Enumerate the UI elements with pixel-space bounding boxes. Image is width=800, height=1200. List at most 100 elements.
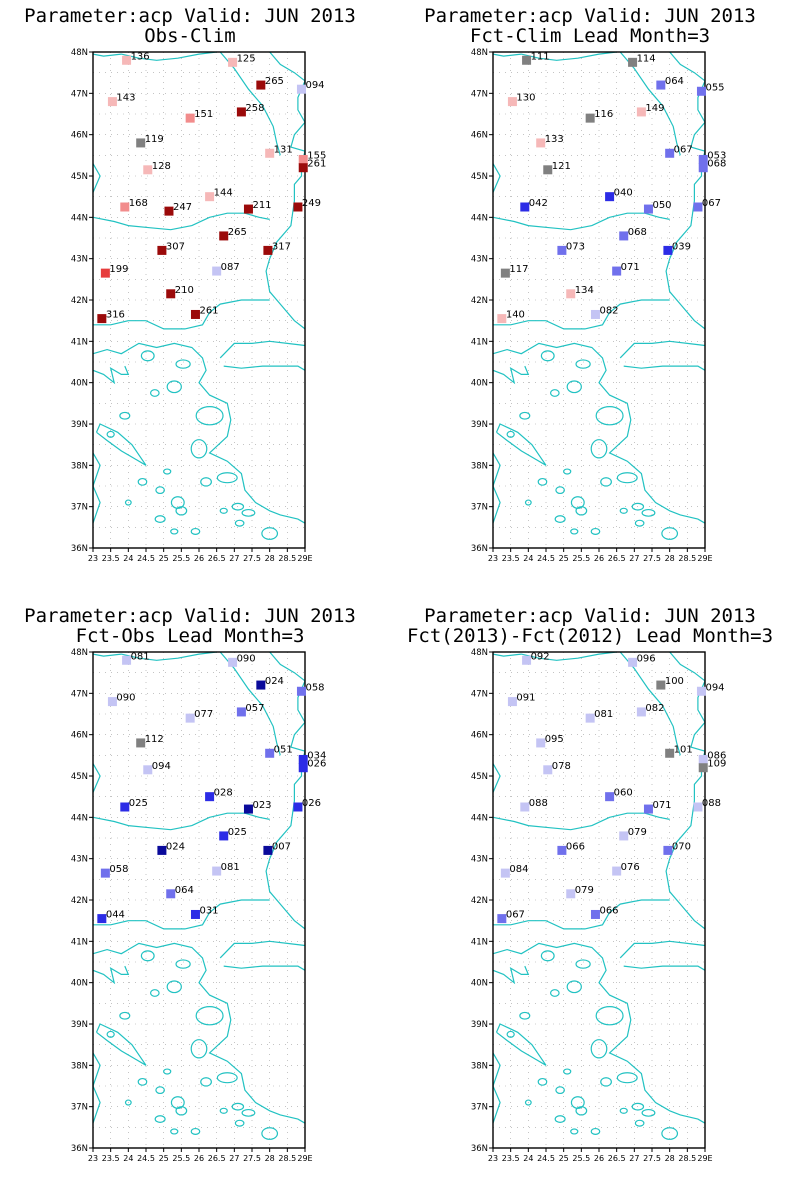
station-marker [585, 113, 595, 123]
lat-tick-label: 38N [71, 1061, 88, 1071]
lon-tick-label: 23 [88, 1154, 98, 1163]
lat-tick-label: 41N [471, 337, 488, 347]
station-value-label: 025 [228, 827, 247, 838]
lat-tick-label: 40N [71, 979, 88, 989]
station-value-label: 091 [516, 693, 535, 704]
station-value-label: 140 [506, 310, 525, 321]
station-marker [557, 845, 567, 855]
lon-tick-label: 26 [194, 1154, 204, 1163]
coastline [623, 365, 706, 371]
island-outline [524, 1099, 532, 1106]
station-marker [166, 289, 176, 299]
station-marker [585, 713, 595, 723]
island-outline [195, 1006, 224, 1026]
island-outline [166, 980, 182, 994]
coastline [492, 212, 670, 231]
station-value-label: 057 [245, 703, 264, 714]
island-outline [641, 508, 656, 517]
station-value-label: 058 [305, 682, 324, 693]
station-value-label: 068 [628, 227, 647, 238]
lat-tick-label: 44N [471, 213, 488, 223]
coastline [492, 365, 530, 385]
station-marker [212, 266, 222, 276]
lat-tick-label: 39N [71, 420, 88, 430]
station-marker [143, 765, 153, 775]
station-value-label: 055 [705, 82, 724, 93]
station-value-label: 151 [194, 109, 213, 120]
lat-tick-label: 36N [471, 1144, 488, 1154]
station-marker [665, 748, 675, 758]
station-marker [543, 765, 553, 775]
island-outline [190, 1127, 201, 1135]
station-value-label: 073 [566, 241, 585, 252]
station-value-label: 119 [145, 134, 164, 145]
island-outline [616, 1072, 638, 1084]
lat-tick-label: 43N [471, 255, 488, 265]
station-value-label: 044 [106, 910, 125, 921]
station-marker [665, 148, 675, 158]
lon-tick-label: 24.5 [137, 554, 155, 563]
station-marker [693, 802, 703, 812]
coastline [93, 299, 270, 330]
island-outline [261, 1127, 279, 1140]
island-outline [554, 1115, 566, 1123]
coastline [623, 965, 706, 971]
station-marker [256, 80, 266, 90]
station-value-label: 155 [307, 150, 326, 161]
lat-tick-label: 40N [71, 379, 88, 389]
island-outline [190, 527, 201, 535]
lat-tick-label: 45N [471, 172, 488, 182]
island-outline [570, 1096, 585, 1109]
station-value-label: 247 [173, 202, 192, 213]
island-outline [219, 1107, 228, 1114]
island-outline [634, 519, 645, 527]
station-marker [507, 697, 517, 707]
station-marker [296, 686, 306, 696]
lat-tick-label: 38N [471, 461, 488, 471]
lon-tick-label: 25 [159, 554, 169, 563]
island-outline [519, 1011, 531, 1020]
island-outline [137, 1077, 148, 1086]
island-outline [619, 1107, 628, 1114]
island-outline [231, 1102, 245, 1111]
island-outline [555, 486, 565, 495]
coastline [495, 1023, 547, 1066]
island-outline [195, 406, 224, 426]
lat-tick-label: 46N [71, 731, 88, 741]
island-outline [570, 528, 579, 535]
coastline [92, 163, 101, 193]
lat-tick-label: 43N [471, 855, 488, 865]
coastline [93, 899, 270, 930]
island-outline [570, 496, 585, 509]
station-marker [696, 86, 706, 96]
island-outline [124, 1099, 132, 1106]
station-marker [636, 107, 646, 117]
station-marker [120, 802, 130, 812]
lat-tick-label: 45N [471, 772, 488, 782]
lat-tick-label: 45N [71, 172, 88, 182]
map-panel-fct-obs: Parameter:acp Valid: JUN 2013 Fct-Obs Le… [0, 600, 380, 1190]
coastline [619, 340, 706, 359]
lon-tick-label: 25.5 [572, 554, 590, 563]
lon-tick-label: 23 [88, 554, 98, 563]
lon-tick-label: 24 [123, 1154, 133, 1163]
island-outline [575, 1106, 588, 1116]
lon-tick-label: 28.5 [278, 554, 296, 563]
station-value-label: 076 [621, 862, 640, 873]
station-marker [293, 202, 303, 212]
station-value-label: 087 [221, 262, 240, 273]
station-value-label: 094 [152, 761, 171, 772]
lon-tick-label: 26.5 [208, 554, 226, 563]
lon-tick-label: 27 [629, 554, 639, 563]
station-marker [605, 792, 615, 802]
lat-tick-label: 38N [71, 461, 88, 471]
station-value-label: 090 [237, 653, 256, 664]
lon-tick-label: 29E [297, 554, 312, 563]
station-marker [500, 268, 510, 278]
island-outline [261, 527, 279, 540]
island-outline [175, 359, 191, 369]
station-marker [612, 266, 622, 276]
island-outline [137, 477, 148, 486]
station-marker [143, 165, 153, 175]
